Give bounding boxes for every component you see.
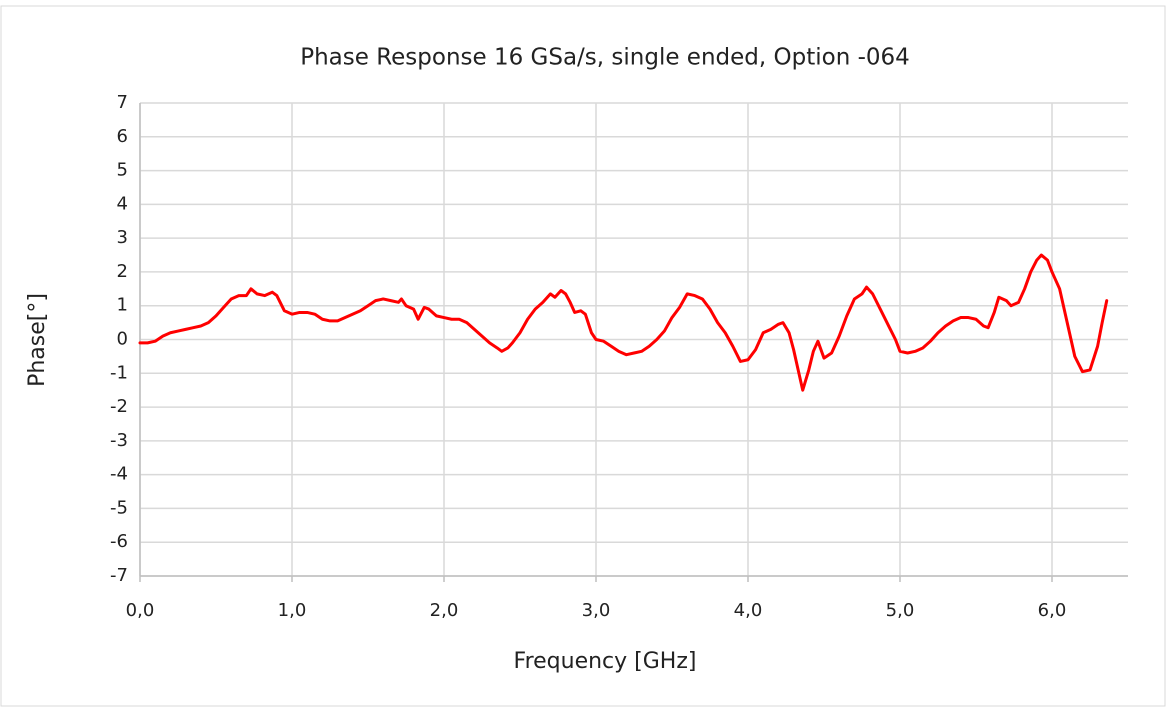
data-line (138, 253, 1109, 392)
y-tick-label: -2 (110, 396, 128, 417)
y-tick-label: -3 (110, 430, 128, 451)
x-tick-label: 5,0 (886, 600, 915, 621)
y-tick-label: -6 (110, 531, 128, 552)
x-tick-label: 0,0 (126, 600, 155, 621)
y-tick-label: 3 (117, 227, 128, 248)
x-tick-label: 2,0 (430, 600, 459, 621)
y-tick-label: 7 (117, 92, 128, 113)
x-tick-label: 3,0 (582, 600, 611, 621)
y-tick-label: 6 (117, 126, 128, 147)
y-tick-label: -4 (110, 464, 128, 485)
y-tick-label: 2 (117, 261, 128, 282)
x-tick-label: 4,0 (734, 600, 763, 621)
y-tick-label: -5 (110, 497, 128, 518)
chart-title: Phase Response 16 GSa/s, single ended, O… (300, 45, 910, 71)
y-tick-label: 4 (117, 193, 128, 214)
y-tick-label: 5 (117, 160, 128, 181)
y-tick-label: -1 (110, 362, 128, 383)
x-tick-label: 6,0 (1038, 600, 1067, 621)
x-tick-label: 1,0 (278, 600, 307, 621)
x-axis-label: Frequency [GHz] (514, 649, 697, 674)
y-tick-label: -7 (110, 565, 128, 586)
y-axis-label: Phase[°] (25, 293, 50, 387)
chart-border (0, 5, 1166, 707)
y-tick-label: 1 (117, 295, 128, 316)
y-tick-label: 0 (117, 329, 128, 350)
